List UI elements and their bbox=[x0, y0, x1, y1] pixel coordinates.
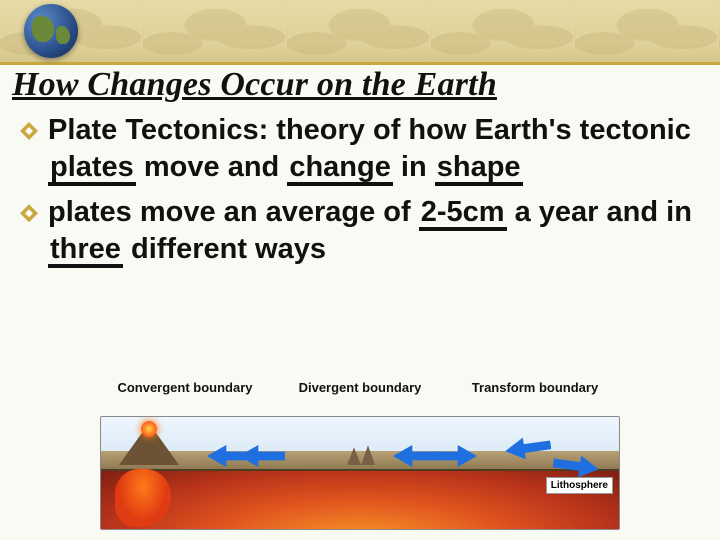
content-body: Plate Tectonics: theory of how Earth's t… bbox=[18, 112, 714, 276]
text: different ways bbox=[123, 233, 326, 265]
blank-distance: 2-5cm bbox=[419, 198, 507, 231]
bullet-plate-movement: plates move an average of 2-5cm a year a… bbox=[18, 194, 714, 268]
blank-shape: shape bbox=[435, 153, 523, 186]
text: a year and in bbox=[507, 196, 692, 228]
bullet-plate-tectonics: Plate Tectonics: theory of how Earth's t… bbox=[18, 112, 714, 186]
blank-change: change bbox=[287, 153, 393, 186]
text: in bbox=[393, 151, 435, 183]
banner-map-pattern bbox=[0, 0, 720, 62]
caption-transform: Transform boundary bbox=[460, 380, 610, 395]
banner bbox=[0, 0, 720, 65]
globe-icon bbox=[24, 4, 78, 58]
page-title: How Changes Occur on the Earth bbox=[12, 66, 497, 104]
lithosphere-label: Lithosphere bbox=[546, 477, 613, 494]
blank-plates: plates bbox=[48, 153, 136, 186]
text: move and bbox=[136, 151, 288, 183]
text: Plate Tectonics: bbox=[48, 114, 268, 146]
caption-convergent: Convergent boundary bbox=[110, 380, 260, 395]
text: plates move an average of bbox=[48, 196, 419, 228]
caption-divergent: Divergent boundary bbox=[285, 380, 435, 395]
text: theory of how Earth's tectonic bbox=[268, 114, 691, 146]
boundary-figure: Convergent boundary Divergent boundary T… bbox=[100, 380, 620, 530]
blank-count: three bbox=[48, 235, 123, 268]
mantle-layer bbox=[101, 469, 619, 529]
cross-section: Lithosphere bbox=[100, 416, 620, 530]
lava-icon bbox=[141, 421, 157, 437]
